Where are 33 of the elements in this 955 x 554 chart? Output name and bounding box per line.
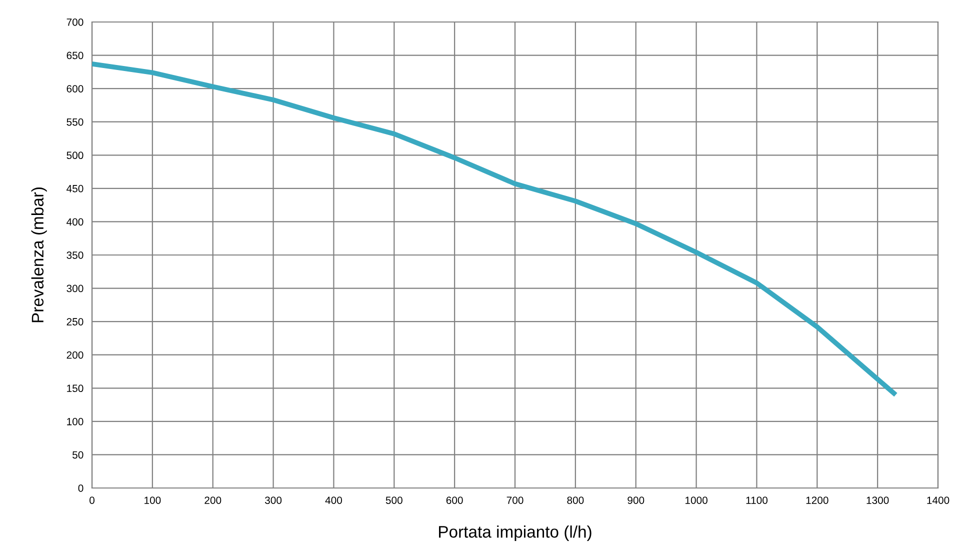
y-tick-label: 0 bbox=[78, 484, 84, 492]
x-tick-label: 100 bbox=[144, 496, 161, 504]
y-axis-title: Prevalenza (mbar) bbox=[31, 187, 47, 322]
y-tick-label: 300 bbox=[66, 284, 84, 292]
x-tick-label: 600 bbox=[446, 496, 463, 504]
y-tick-label: 650 bbox=[66, 52, 84, 60]
x-tick-label: 1100 bbox=[746, 496, 768, 504]
y-tick-label: 100 bbox=[67, 418, 84, 426]
y-tick-label: 50 bbox=[72, 451, 84, 459]
x-tick-label: 1400 bbox=[927, 496, 950, 504]
x-tick-label: 200 bbox=[204, 496, 222, 504]
x-tick-label: 800 bbox=[567, 496, 584, 504]
y-tick-label: 150 bbox=[67, 384, 84, 392]
x-axis-title: Portata impianto (l/h) bbox=[439, 525, 592, 542]
x-tick-label: 1000 bbox=[685, 496, 708, 504]
x-tick-label: 1200 bbox=[806, 496, 828, 504]
y-tick-label: 200 bbox=[66, 351, 84, 359]
x-tick-label: 1300 bbox=[866, 496, 889, 504]
x-tick-label: 900 bbox=[628, 496, 644, 504]
y-tick-label: 500 bbox=[66, 152, 84, 160]
x-tick-label: 0 bbox=[90, 496, 94, 504]
y-tick-label: 600 bbox=[66, 85, 84, 92]
y-tick-label: 350 bbox=[66, 252, 84, 259]
y-tick-label: 250 bbox=[66, 318, 84, 326]
x-tick-label: 500 bbox=[386, 496, 402, 504]
y-tick-label: 550 bbox=[66, 118, 84, 126]
line-series bbox=[92, 62, 898, 398]
y-tick-label: 400 bbox=[66, 218, 84, 226]
x-tick-label: 700 bbox=[506, 496, 524, 504]
y-tick-label: 700 bbox=[66, 18, 84, 26]
x-tick-label: 400 bbox=[325, 496, 342, 504]
x-tick-label: 300 bbox=[264, 496, 282, 504]
y-tick-label: 450 bbox=[66, 184, 84, 192]
